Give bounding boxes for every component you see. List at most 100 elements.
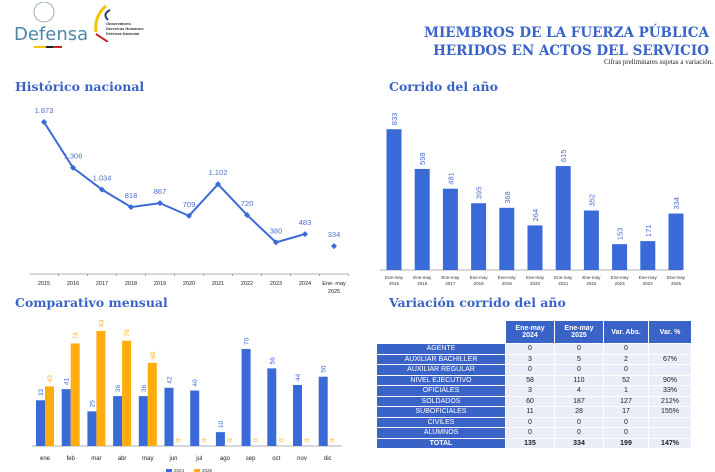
x-tick-label: Ene-may [582, 275, 601, 280]
x-tick-label: Ene-may [554, 275, 573, 280]
defensa-logo: Defensa [14, 1, 88, 48]
row-label: TOTAL [377, 438, 505, 448]
table-row: OFICIALES 3 4 1 33% [377, 386, 691, 396]
x-tick-label: 2015 [38, 281, 50, 287]
data-label: 615 [559, 150, 568, 163]
x-tick-label: Ene- may [322, 281, 346, 287]
x-tick-label: 2018 [474, 281, 485, 286]
bar-2024 [138, 396, 148, 446]
table-cell: 0 [506, 365, 554, 375]
bar-2025 [70, 343, 80, 446]
x-tick-label: jun [168, 456, 177, 462]
x-tick-label: Ene-may [526, 275, 545, 280]
x-tick-label: Ene-may [385, 275, 404, 280]
x-tick-label: Ene-may [413, 275, 432, 280]
table-cell: 5 [555, 354, 603, 364]
data-point [70, 164, 76, 171]
table-cell: 52 [604, 375, 648, 385]
data-label: 50 [321, 365, 328, 373]
data-label: 33 [38, 389, 45, 397]
data-label: 41 [64, 378, 71, 386]
legend-label: 2024 [174, 468, 185, 472]
table-cell: 0 [555, 417, 603, 427]
data-label: 153 [616, 228, 625, 241]
data-label: 36 [141, 384, 148, 392]
x-tick-label: oct [272, 456, 280, 462]
data-point [41, 119, 47, 126]
x-tick-label: dic [324, 456, 332, 462]
bar [640, 241, 656, 270]
data-label: 334 [328, 230, 341, 239]
data-label: 0 [330, 438, 337, 442]
data-label: 43 [47, 375, 54, 383]
x-tick-label: sep [246, 456, 256, 462]
x-tick-label: 2019 [502, 281, 513, 286]
data-point [157, 200, 163, 207]
data-label: 264 [531, 209, 540, 222]
x-tick-label: 2020 [183, 281, 195, 287]
logo-text: Defensa [14, 24, 89, 45]
data-label: 0 [201, 438, 208, 442]
data-point [244, 211, 250, 218]
historico-chart: 1.873 2015 1.306 2016 1.034 2017 818 2018 867 201… [30, 106, 349, 295]
table-cell: 3 [506, 354, 554, 364]
bar [668, 213, 684, 270]
data-label: 0 [176, 438, 183, 442]
data-label: 83 [98, 319, 105, 327]
data-label: 0 [304, 438, 311, 442]
table-row: AUXILIAR BACHILLER 3 5 2 67% [377, 354, 691, 364]
data-label: 36 [115, 384, 122, 392]
x-tick-label: mar [91, 456, 101, 462]
x-tick-label: 2024 [299, 281, 311, 287]
data-label: 0 [227, 438, 234, 442]
bar [442, 188, 458, 270]
table-cell: 0 [506, 428, 554, 438]
x-tick-label: Ene-may [667, 275, 686, 280]
x-tick-label: 2025 [671, 281, 682, 286]
table-cell: 67% [649, 354, 691, 364]
x-tick-label: 2017 [96, 281, 108, 287]
table-cell: 0 [604, 344, 648, 354]
table-cell: 334 [555, 438, 603, 448]
x-tick-label: Ene-may [639, 275, 658, 280]
bar-2024 [267, 368, 277, 446]
table-cell: 60 [506, 396, 554, 406]
table-cell: 2 [604, 354, 648, 364]
bar-2024 [61, 389, 71, 446]
data-label: 395 [475, 187, 484, 200]
table-row: NIVEL EJECUTIVO 58 110 52 90% [377, 375, 691, 385]
table-cell: 0 [604, 417, 648, 427]
bar-2025 [122, 340, 132, 446]
page-title: MIEMBROS DE LA FUERZA PÚBLICA HERIDOS EN … [424, 25, 709, 59]
bar [583, 210, 599, 270]
x-tick-label: 2022 [586, 281, 597, 286]
bar [527, 225, 543, 270]
table-row: AUXILIAR REGULAR 0 0 0 [377, 365, 691, 375]
data-label: 25 [89, 400, 96, 408]
col-header: Var. Abs. [604, 321, 648, 343]
data-label: 720 [241, 199, 254, 208]
bar [471, 203, 487, 270]
data-label: 76 [124, 329, 131, 337]
bar-2025 [147, 362, 157, 446]
row-label: ALUMNOS [377, 428, 505, 438]
bar [555, 166, 571, 270]
x-tick-label: feb [67, 456, 76, 462]
data-point [128, 204, 134, 211]
table-cell [649, 417, 691, 427]
x-tick-label: nov [297, 456, 307, 462]
data-label: 368 [503, 191, 512, 204]
row-label: SOLDADOS [377, 396, 505, 406]
data-label: 56 [269, 357, 276, 365]
table-cell: 0 [555, 344, 603, 354]
data-label: 171 [644, 225, 653, 238]
data-label: 598 [418, 152, 427, 165]
row-label: AGENTE [377, 344, 505, 354]
table-row: SUBOFICIALES 11 28 17 155% [377, 407, 691, 417]
corrido-title: Corrido del año [389, 79, 498, 94]
bar-2025 [45, 386, 54, 446]
x-tick-label: 2016 [67, 281, 79, 287]
data-label: 74 [73, 332, 80, 340]
bar-2025 [96, 330, 106, 446]
